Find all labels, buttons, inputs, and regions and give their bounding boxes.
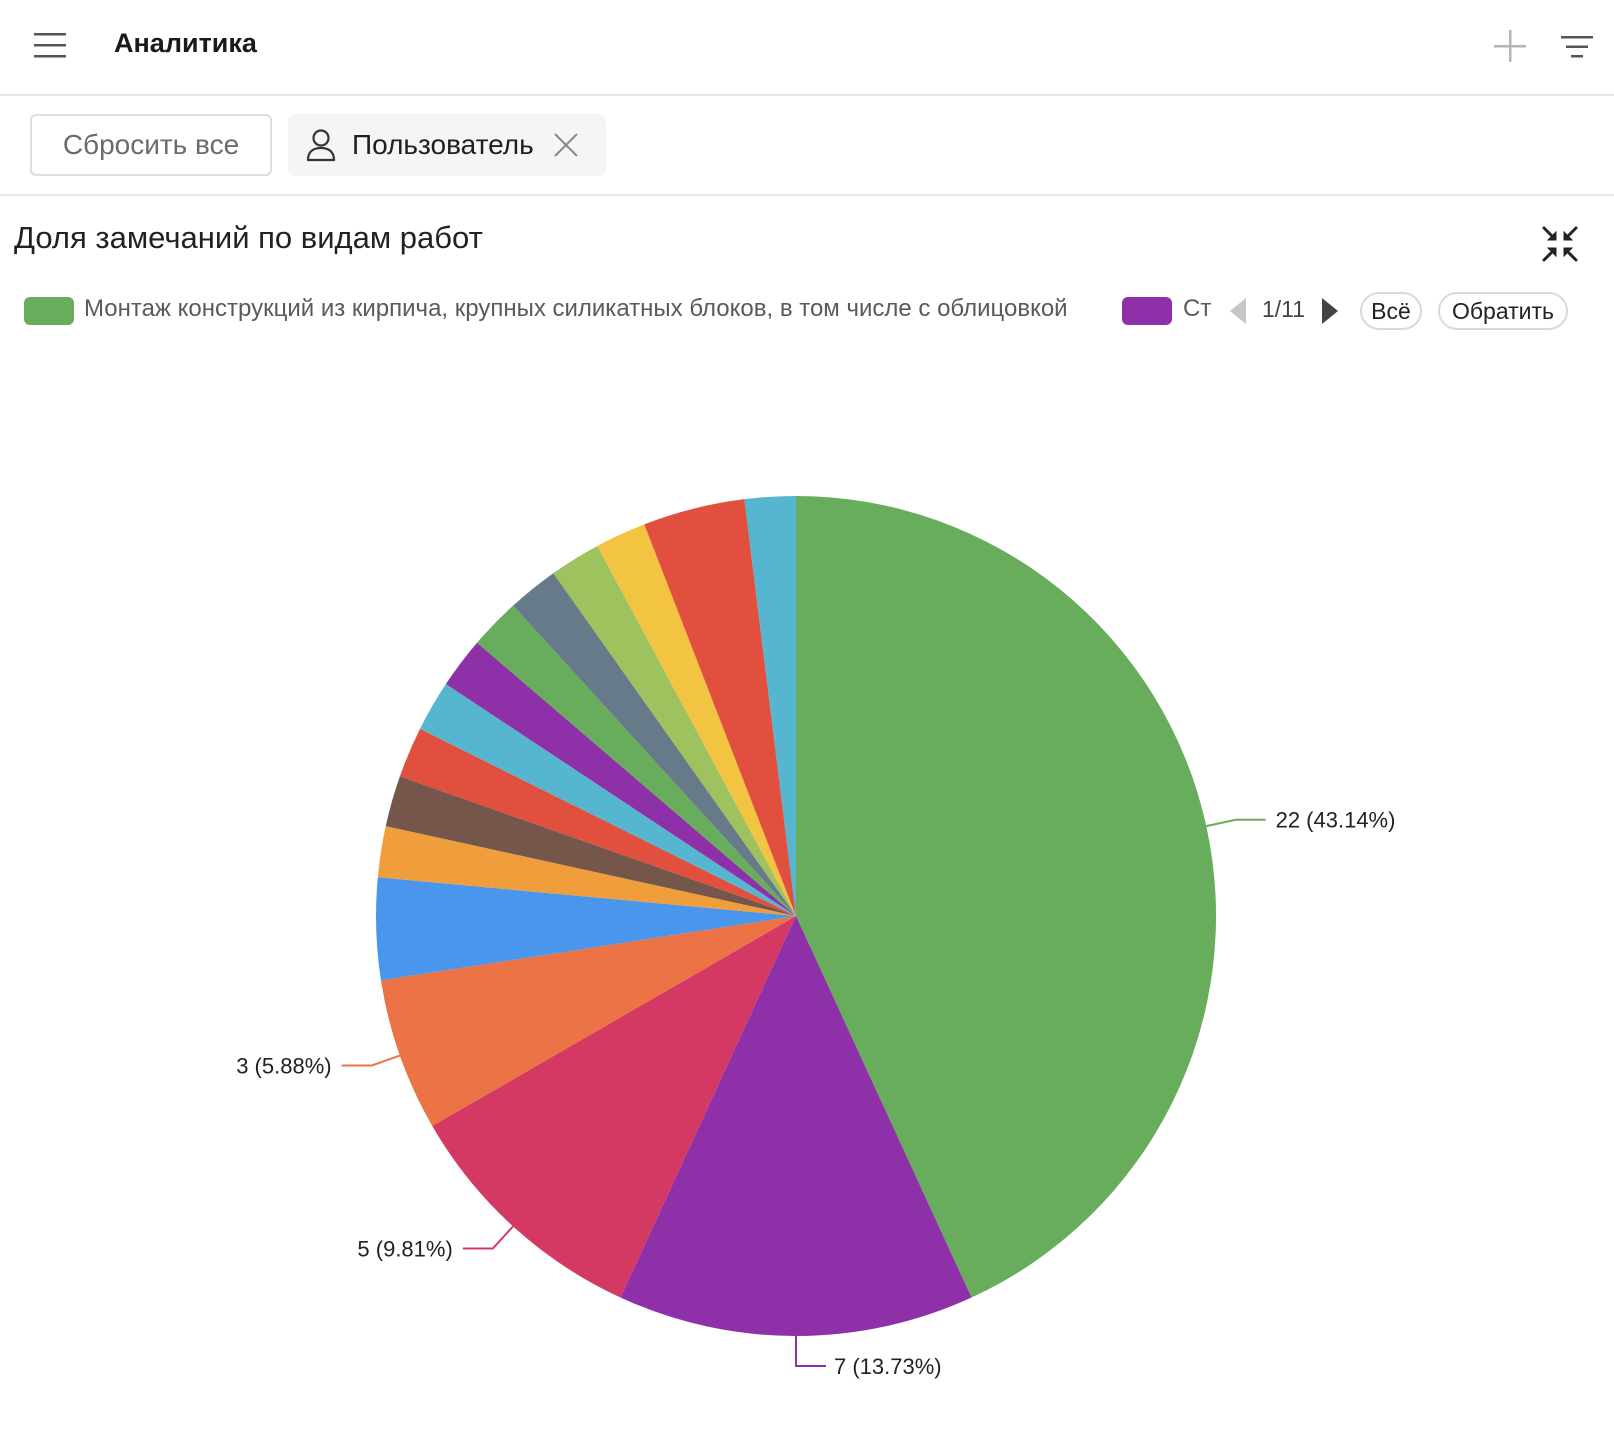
pie-data-label: 5 (9.81%) [357,1237,452,1262]
pie-slice[interactable] [377,826,796,916]
pie-slice[interactable] [380,916,796,1126]
pie-slice[interactable] [399,728,796,916]
pie-slice[interactable] [644,499,796,916]
reset-all-button[interactable]: Сбросить все [30,114,272,176]
legend-invert-button[interactable]: Обратить [1438,292,1568,330]
pie-data-label: 22 (43.14%) [1276,808,1396,833]
close-icon[interactable] [552,131,580,159]
filter-lines-icon[interactable] [1560,34,1594,60]
pie-slice[interactable] [375,877,796,981]
pie-slice[interactable] [553,545,796,916]
pie-slice[interactable] [477,605,796,916]
pie-slice[interactable] [445,642,796,916]
plus-icon[interactable] [1492,28,1528,64]
pie-data-label: 3 (5.88%) [236,1054,331,1079]
legend-item-label[interactable]: Монтаж конструкций из кирпича, крупных с… [84,295,1068,322]
pie-label-line [341,1054,401,1067]
filter-bar: Сбросить все Пользователь [0,96,1614,196]
top-bar: Аналитика [0,0,1614,96]
user-filter-chip[interactable]: Пользователь [288,114,606,176]
pie-slice[interactable] [597,524,796,916]
pie-slice[interactable] [385,776,796,916]
pie-label-line [462,1225,514,1250]
pie-slice[interactable] [513,573,796,916]
page-title: Аналитика [114,28,257,58]
pie-slice[interactable] [420,684,796,916]
pie-chart: 22 (43.14%) 7 (13.73%) 5 (9.81%) 3 (5.88%) [236,496,1396,1379]
legend-page-indicator: 1/11 [1262,296,1306,322]
legend-swatch[interactable] [24,297,74,325]
pie-data-label: 7 (13.73%) [834,1354,942,1379]
legend-swatch[interactable] [1122,297,1172,325]
pie-label-line [1206,818,1266,828]
pie-slice[interactable] [744,496,796,916]
pie-slice[interactable] [796,496,1217,1298]
chart-title: Доля замечаний по видам работ [14,220,483,255]
pie-slice[interactable] [620,916,972,1337]
pie-label-line [795,1336,826,1367]
legend-select-all-button[interactable]: Всё [1360,292,1422,330]
legend-item-label[interactable]: Ст [1183,295,1212,322]
collapse-arrows-icon[interactable] [1540,224,1580,264]
user-filter-label: Пользователь [352,129,534,160]
triangle-right-icon[interactable] [1320,296,1340,326]
hamburger-menu-icon[interactable] [32,30,68,60]
pie-slice[interactable] [432,916,796,1298]
triangle-left-icon[interactable] [1228,296,1248,326]
user-icon [306,129,336,162]
